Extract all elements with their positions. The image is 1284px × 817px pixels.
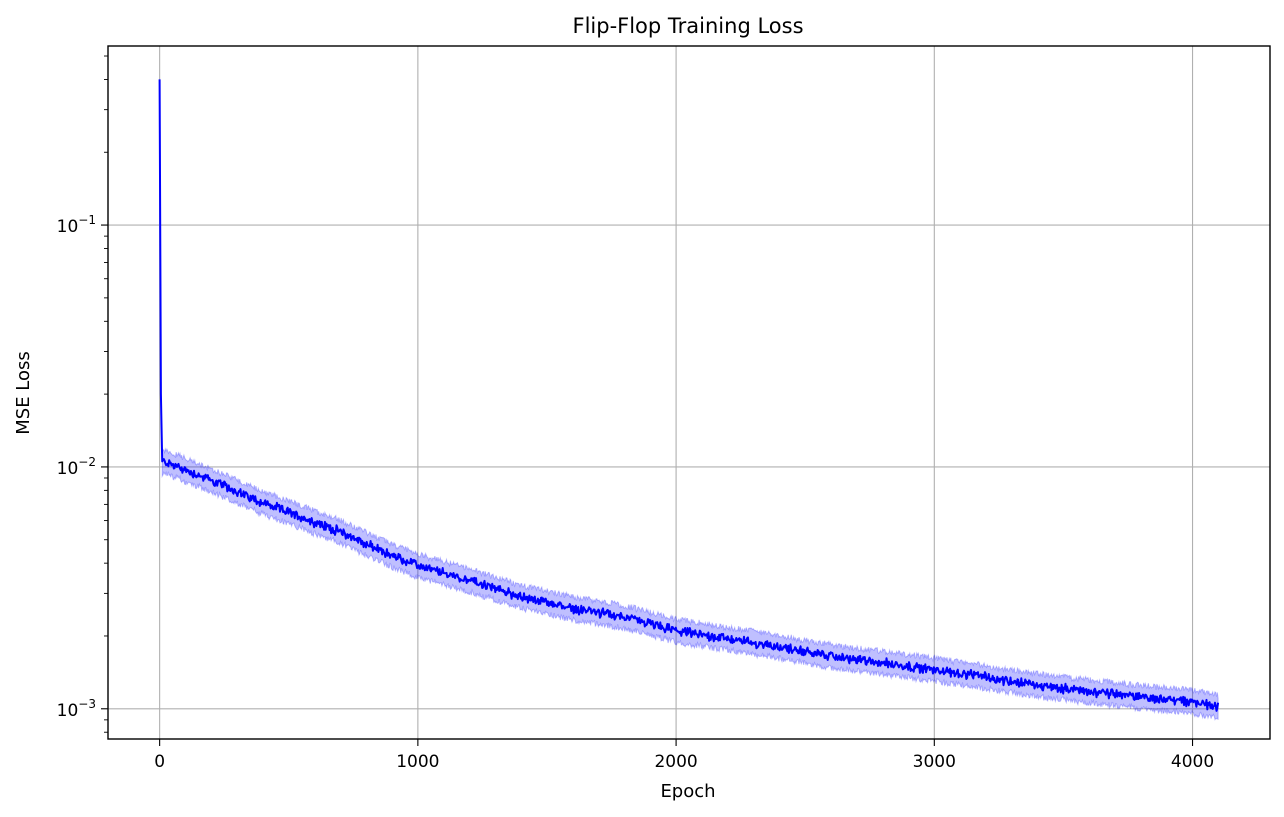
x-axis-label: Epoch — [660, 781, 715, 802]
x-tick-label: 1000 — [396, 752, 439, 772]
y-tick-label: 10−2 — [57, 455, 96, 479]
y-tick-label: 10−1 — [57, 213, 96, 237]
plot-frame — [107, 45, 1271, 740]
series-lines — [158, 79, 1220, 712]
x-tick-label: 4000 — [1171, 752, 1214, 772]
y-axis-label: MSE Loss — [13, 351, 34, 435]
y-tick-label: 10−3 — [57, 697, 96, 721]
x-tick-label: 3000 — [913, 752, 956, 772]
x-tick-label: 2000 — [654, 752, 697, 772]
x-tick-label: 0 — [154, 752, 165, 772]
series-line — [158, 79, 1220, 712]
chart-title: Flip-Flop Training Loss — [572, 14, 803, 38]
axis-ticks: 0 1000 2000 3000 4000 10−3 10−2 10−1 — [57, 55, 1214, 772]
